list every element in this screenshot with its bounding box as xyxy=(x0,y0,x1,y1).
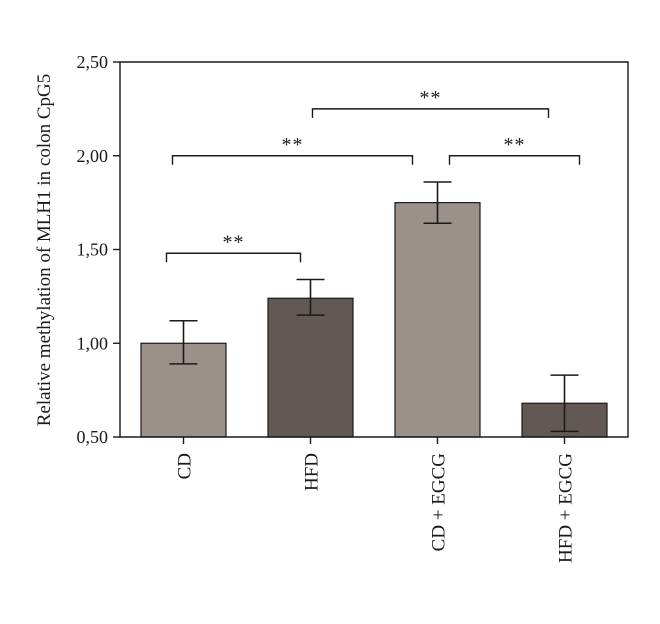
y-axis-ticks: 0,50 1,00 1,50 2,00 2,50 xyxy=(77,52,120,447)
axes xyxy=(119,61,629,438)
significance-bracket-3 xyxy=(448,155,581,165)
significance-label-1: ** xyxy=(282,134,304,156)
x-tick-label-1: HFD xyxy=(302,453,323,491)
significance-label-0: ** xyxy=(223,231,245,253)
significance-bracket-2 xyxy=(311,108,550,118)
significance-bracket-1 xyxy=(171,155,414,165)
y-tick-label-4: 2,50 xyxy=(77,52,109,72)
y-tick-label-3: 2,00 xyxy=(77,146,109,166)
significance-label-2: ** xyxy=(420,87,442,109)
significance-label-3: ** xyxy=(504,134,526,156)
x-axis-labels: CD HFD CD + EGCG HFD + EGCG xyxy=(175,437,577,563)
bar-2 xyxy=(394,202,481,438)
plot-frame xyxy=(119,61,629,438)
y-tick-label-2: 1,50 xyxy=(77,240,109,260)
bars xyxy=(140,202,608,438)
y-tick-label-0: 0,50 xyxy=(77,427,109,447)
y-tick-label-1: 1,00 xyxy=(77,333,109,353)
x-tick-label-3: HFD + EGCG xyxy=(556,453,577,563)
y-axis-title: Relative methylation of MLH1 in colon Cp… xyxy=(34,74,55,427)
significance-bracket-0 xyxy=(165,252,302,263)
bar-1 xyxy=(267,297,354,438)
x-tick-label-2: CD + EGCG xyxy=(429,453,450,552)
error-bars xyxy=(169,181,579,433)
significance-brackets: ** ** ** ** xyxy=(165,87,581,263)
x-tick-label-0: CD xyxy=(175,453,196,479)
